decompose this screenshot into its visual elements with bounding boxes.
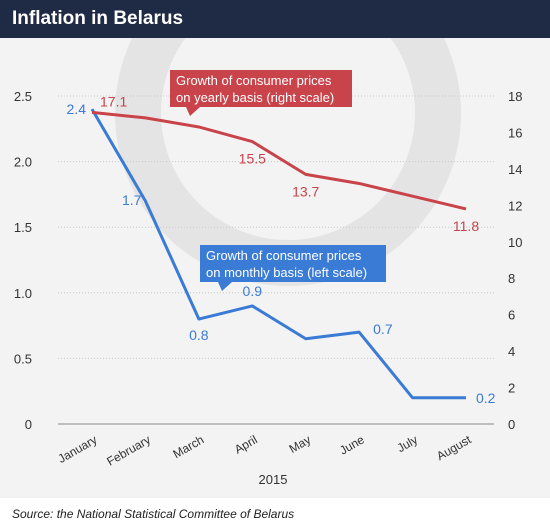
data-label: 0.2 <box>476 390 496 406</box>
y-right-tick-label: 16 <box>508 125 522 140</box>
data-label: 15.5 <box>239 151 266 167</box>
x-tick-label: June <box>337 432 367 457</box>
callout-text: on monthly basis (left scale) <box>206 265 367 280</box>
series-yearly-line <box>91 110 467 211</box>
x-tick-label: July <box>395 432 420 455</box>
y-right-tick-label: 10 <box>508 235 522 250</box>
x-tick-label: August <box>434 432 474 463</box>
callout-text: Growth of consumer prices <box>176 73 332 88</box>
y-left-tick-label: 2.0 <box>14 155 32 170</box>
data-label: 11.8 <box>453 218 479 234</box>
y-right-tick-label: 18 <box>508 89 522 104</box>
data-label: 0.7 <box>373 321 393 337</box>
data-label: 1.7 <box>122 192 142 208</box>
x-tick-label: February <box>104 432 153 468</box>
header-bar: Inflation in Belarus <box>0 0 550 38</box>
data-label: 17.1 <box>100 93 127 109</box>
x-tick-label: January <box>56 432 100 465</box>
y-left-tick-label: 2.5 <box>14 89 32 104</box>
y-right-tick-label: 12 <box>508 198 522 213</box>
y-left-tick-label: 0 <box>25 417 32 432</box>
y-right-tick-label: 4 <box>508 344 515 359</box>
callout-monthly: Growth of consumer prices on monthly basi… <box>200 245 386 291</box>
y-left-tick-label: 0.5 <box>14 351 32 366</box>
footer-bar: Source: the National Statistical Committ… <box>0 498 550 531</box>
data-label: 2.4 <box>67 101 87 117</box>
y-left-tick-label: 1.0 <box>14 286 32 301</box>
chart: 0 0.5 1.0 1.5 2.0 2.5 0 2 4 6 8 10 12 14 16 18 January… <box>14 38 522 487</box>
x-tick-label: April <box>232 432 260 456</box>
source-note: Source: the National Statistical Committ… <box>12 507 295 521</box>
y-right-tick-label: 0 <box>508 417 515 432</box>
page-title: Inflation in Belarus <box>12 8 184 29</box>
y-left-tick-label: 1.5 <box>14 220 32 235</box>
data-label: 13.7 <box>292 183 319 199</box>
y-right-tick-label: 14 <box>508 162 522 177</box>
data-label: 0.8 <box>189 327 209 343</box>
x-tick-label: March <box>170 432 206 461</box>
callout-text: on yearly basis (right scale) <box>176 90 334 105</box>
callout-text: Growth of consumer prices <box>206 248 362 263</box>
callout-yearly: Growth of consumer prices on yearly basis… <box>170 70 352 116</box>
x-tick-label: May <box>287 432 314 455</box>
y-right-tick-label: 2 <box>508 381 515 396</box>
y-right-tick-label: 6 <box>508 308 515 323</box>
series-monthly-line <box>90 108 466 400</box>
x-axis-label: 2015 <box>259 472 288 487</box>
y-right-tick-label: 8 <box>508 271 515 286</box>
data-label: 0.9 <box>243 283 263 299</box>
